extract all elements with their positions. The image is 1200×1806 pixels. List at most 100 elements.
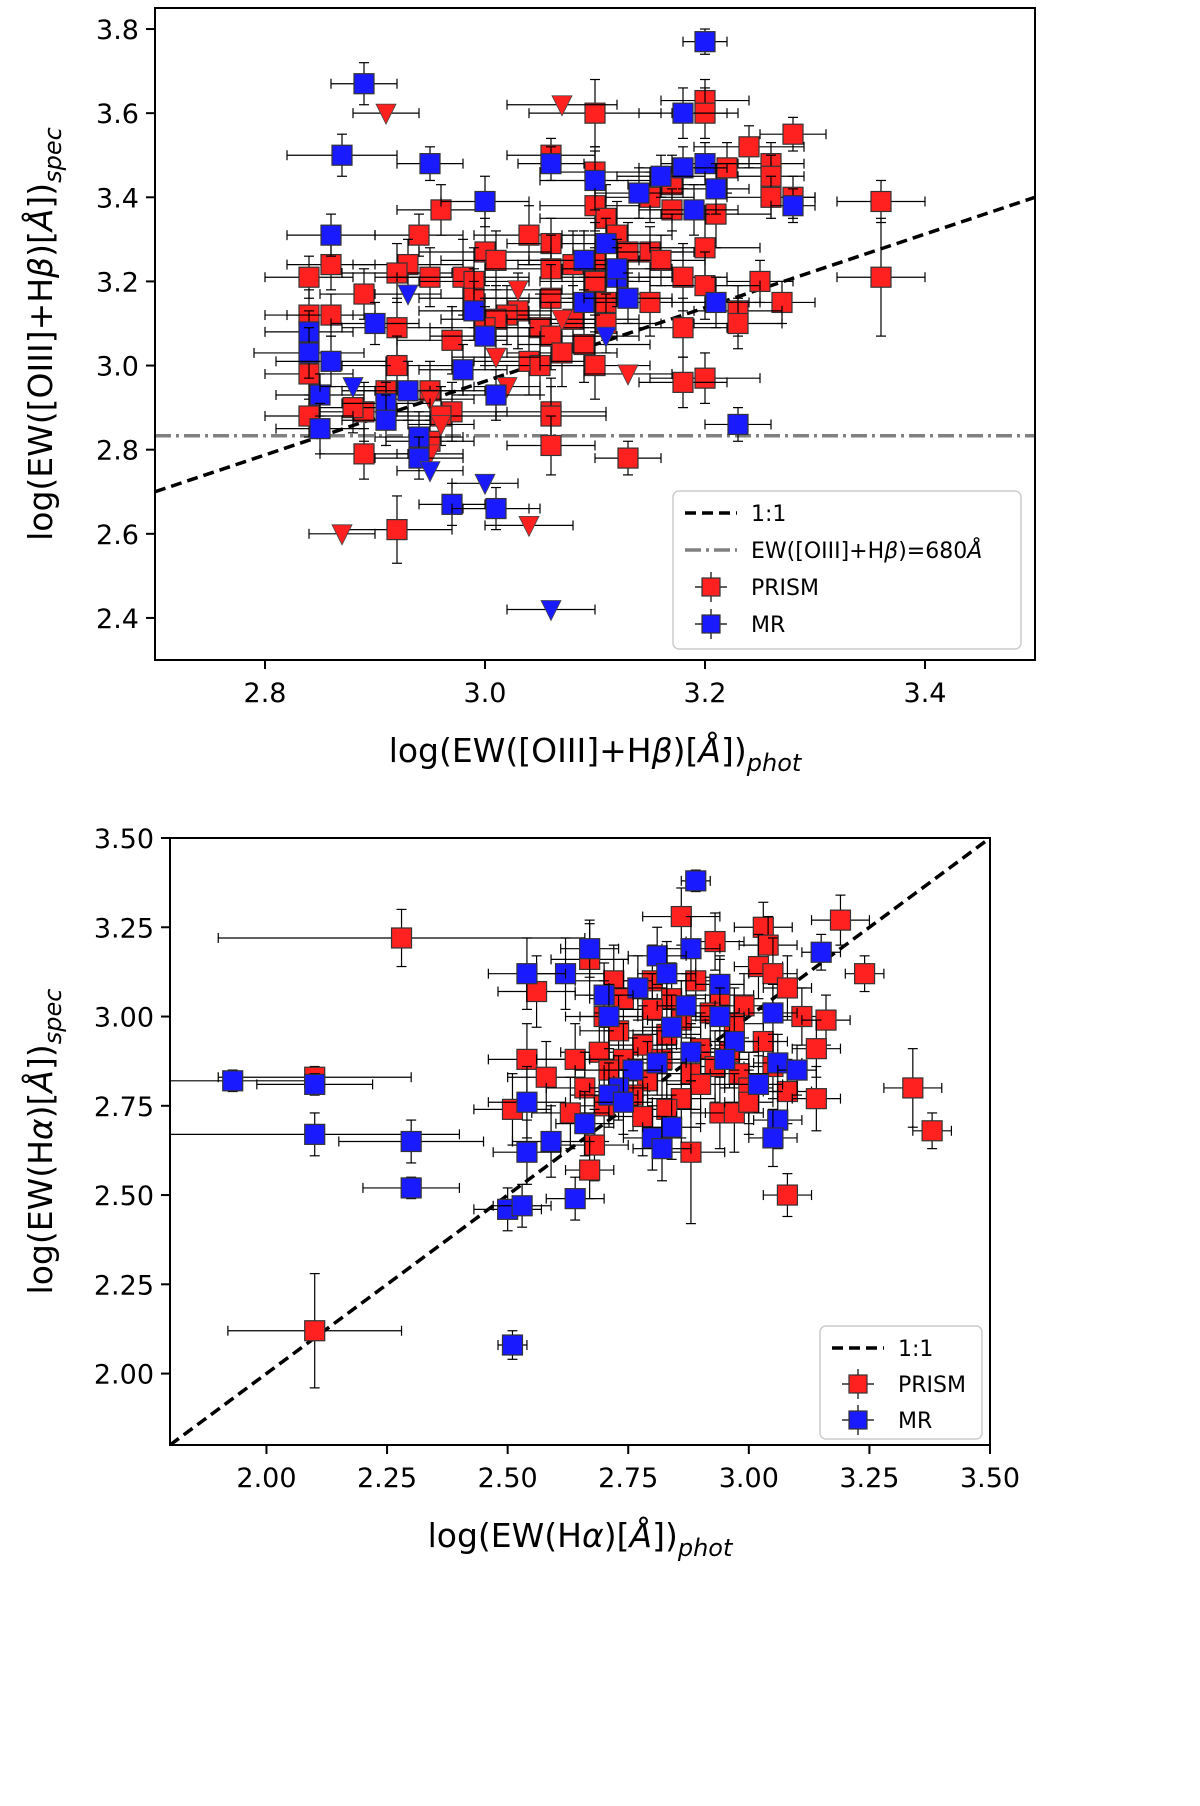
top-panel-ew-oiii-hbeta: 2.8 3.0 3.2 3.4 2.4 2.6 2.8 3.0 3.2 3.4 3.6 3.8 log(… bbox=[20, 7, 1036, 777]
y-axis-label-tail: )[ bbox=[21, 231, 60, 257]
data-point bbox=[564, 1140, 615, 1200]
data-point bbox=[275, 402, 365, 455]
data-point bbox=[593, 1069, 653, 1135]
series-mr bbox=[170, 869, 842, 1360]
prism-upper-limit-marker bbox=[617, 364, 639, 386]
mr-square-marker bbox=[309, 418, 331, 440]
prism-square-marker bbox=[353, 443, 375, 465]
legend-prism-swatch bbox=[848, 1374, 868, 1394]
data-point bbox=[671, 276, 761, 329]
x-tick-label: 2.8 bbox=[244, 678, 287, 709]
data-point bbox=[341, 394, 431, 447]
data-point bbox=[374, 284, 442, 306]
mr-square-marker bbox=[511, 1195, 533, 1217]
prism-square-marker bbox=[584, 354, 606, 377]
data-point bbox=[341, 495, 453, 564]
y-axis-label-greek: α bbox=[21, 1118, 60, 1140]
mr-square-marker bbox=[810, 941, 832, 963]
data-point bbox=[440, 175, 530, 228]
prism-square-marker bbox=[584, 102, 606, 124]
mr-square-marker bbox=[516, 963, 538, 985]
data-point bbox=[649, 352, 761, 405]
data-point bbox=[319, 377, 387, 399]
prism-square-marker bbox=[579, 1159, 601, 1181]
data-point bbox=[638, 356, 728, 409]
x-axis-label-angstrom: Å bbox=[628, 1515, 653, 1555]
data-point bbox=[748, 983, 798, 1043]
y-axis-label-close: ]) bbox=[21, 1044, 60, 1070]
data-point bbox=[418, 280, 530, 341]
plot-frame bbox=[169, 837, 991, 1446]
mr-square-marker bbox=[584, 169, 606, 192]
data-point bbox=[579, 983, 639, 1050]
mr-square-marker bbox=[573, 249, 595, 271]
data-point bbox=[561, 217, 651, 270]
x-axis-label-close: ]) bbox=[721, 731, 747, 770]
mr-square-marker bbox=[474, 325, 496, 347]
mr-square-marker bbox=[593, 984, 615, 1006]
prism-square-marker bbox=[353, 283, 375, 305]
data-point bbox=[330, 301, 420, 346]
prism-square-marker bbox=[650, 249, 672, 271]
mr-square-marker bbox=[782, 195, 804, 217]
y-tick-label: 3.8 bbox=[96, 15, 139, 46]
x-tick-label: 3.00 bbox=[719, 1463, 779, 1494]
y-axis-label-subscript: spec bbox=[39, 989, 67, 1045]
mr-square-marker bbox=[705, 291, 727, 314]
y-axis-label-close: ]) bbox=[21, 183, 60, 209]
y-tick-label: 2.6 bbox=[96, 520, 139, 551]
x-axis-label-close: ]) bbox=[652, 1516, 678, 1555]
prism-square-marker bbox=[805, 1038, 827, 1060]
prism-square-marker bbox=[689, 1073, 712, 1095]
y-tick-label: 3.50 bbox=[94, 824, 154, 855]
data-point bbox=[341, 335, 453, 396]
y-tick-label: 2.75 bbox=[94, 1092, 154, 1123]
y-tick-label: 3.00 bbox=[94, 1003, 154, 1034]
prism-square-marker bbox=[390, 927, 413, 949]
mr-square-marker bbox=[579, 938, 601, 960]
x-axis-label-subscript: phot bbox=[677, 1534, 734, 1562]
mr-upper-limit-marker bbox=[419, 461, 441, 483]
data-point bbox=[699, 1030, 750, 1089]
data-point bbox=[487, 937, 567, 1010]
mr-square-marker bbox=[304, 1123, 326, 1145]
mr-upper-limit-marker bbox=[342, 377, 364, 399]
prism-square-marker bbox=[902, 1077, 924, 1099]
prism-square-marker bbox=[408, 224, 430, 246]
x-tick-label: 3.2 bbox=[684, 678, 727, 709]
prism-upper-limit-marker bbox=[331, 524, 353, 546]
data-point bbox=[451, 486, 541, 531]
data-point bbox=[594, 167, 684, 219]
prism-upper-limit-marker bbox=[507, 280, 529, 302]
y-axis-label-angstrom: Å bbox=[20, 209, 60, 234]
data-point bbox=[726, 175, 816, 219]
mr-square-marker bbox=[628, 182, 650, 204]
mr-square-marker bbox=[375, 409, 397, 431]
prism-upper-limit-marker bbox=[518, 515, 540, 538]
prism-square-marker bbox=[776, 977, 799, 999]
mr-square-marker bbox=[222, 1070, 244, 1092]
mr-square-marker bbox=[612, 1091, 635, 1113]
data-point bbox=[484, 515, 574, 538]
mr-square-marker bbox=[598, 1005, 620, 1028]
y-axis-label-main: log(EW(H bbox=[21, 1140, 60, 1294]
data-point bbox=[632, 1115, 692, 1182]
prism-square-marker bbox=[641, 998, 663, 1020]
data-point bbox=[561, 238, 673, 299]
mr-square-marker bbox=[650, 165, 672, 187]
data-point bbox=[506, 600, 596, 622]
prism-upper-limit-marker bbox=[485, 347, 507, 370]
prism-square-marker bbox=[320, 253, 342, 276]
mr-square-marker bbox=[419, 153, 441, 175]
prism-square-marker bbox=[386, 518, 408, 541]
data-point bbox=[695, 955, 745, 1014]
mr-square-marker bbox=[705, 178, 727, 200]
legend-label-mr: MR bbox=[751, 613, 785, 638]
mr-square-marker bbox=[331, 144, 353, 166]
legend-label-tail: )=680 bbox=[898, 539, 967, 564]
plot-area bbox=[155, 28, 1035, 622]
data-point bbox=[791, 1065, 842, 1132]
x-axis-label: log(EW(Hα)[Å])phot bbox=[428, 1515, 734, 1562]
prism-square-marker bbox=[298, 266, 320, 288]
x-axis-label-tail: )[ bbox=[673, 731, 699, 770]
